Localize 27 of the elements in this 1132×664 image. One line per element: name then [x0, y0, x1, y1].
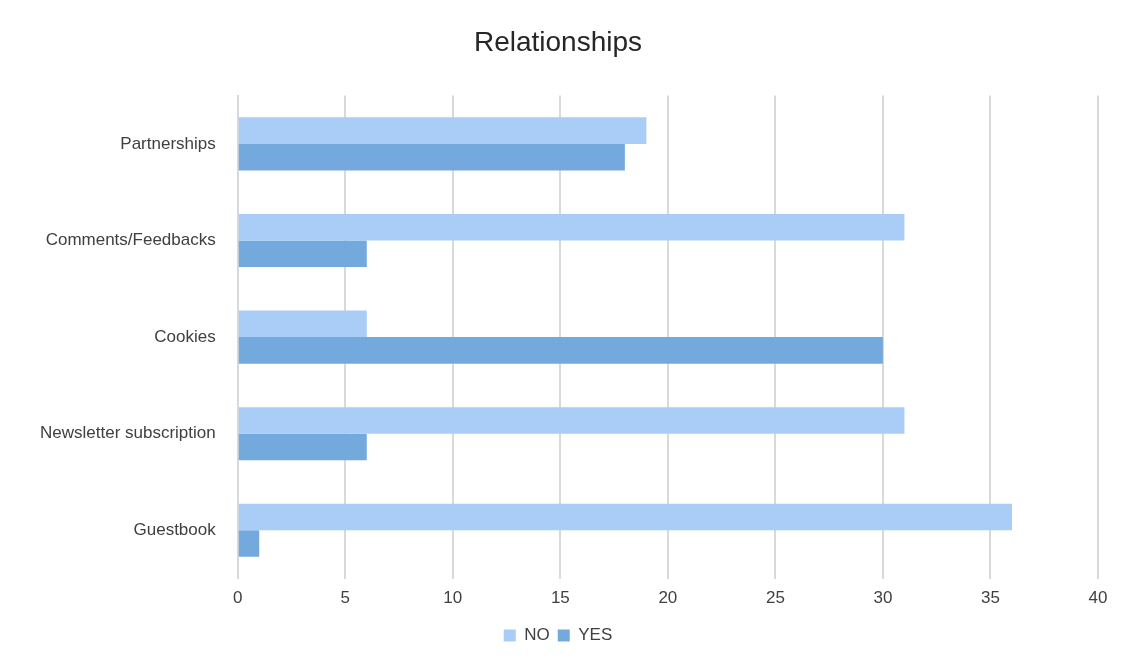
- bar: [238, 337, 883, 364]
- bar: [238, 213, 905, 241]
- bar: [238, 433, 367, 461]
- bar: [238, 407, 905, 434]
- y-tick-label: Cookies: [154, 326, 216, 346]
- bar: [238, 530, 260, 557]
- legend-label: NO: [524, 625, 550, 645]
- bar: [238, 503, 1012, 531]
- legend-label: YES: [578, 625, 613, 645]
- x-tick-label: 40: [1088, 588, 1108, 608]
- bar: [238, 310, 367, 338]
- y-tick-label: Newsletter subscription: [39, 423, 216, 443]
- bar: [238, 143, 625, 171]
- y-tick-label: Guestbook: [133, 519, 217, 539]
- y-tick-label: Comments/Feedbacks: [45, 230, 216, 250]
- x-tick-label: 20: [658, 588, 678, 608]
- x-tick-label: 25: [765, 588, 785, 608]
- x-tick-label: 30: [873, 588, 893, 608]
- x-tick-label: 0: [233, 588, 243, 608]
- x-tick-label: 15: [550, 588, 570, 608]
- bar: [238, 117, 647, 144]
- y-tick-label: Partnerships: [120, 133, 216, 153]
- x-tick-label: 5: [340, 588, 350, 608]
- x-tick-label: 35: [981, 588, 1000, 608]
- chart-title: Relationships: [473, 25, 643, 57]
- x-tick-label: 10: [443, 588, 463, 608]
- bar: [238, 240, 367, 268]
